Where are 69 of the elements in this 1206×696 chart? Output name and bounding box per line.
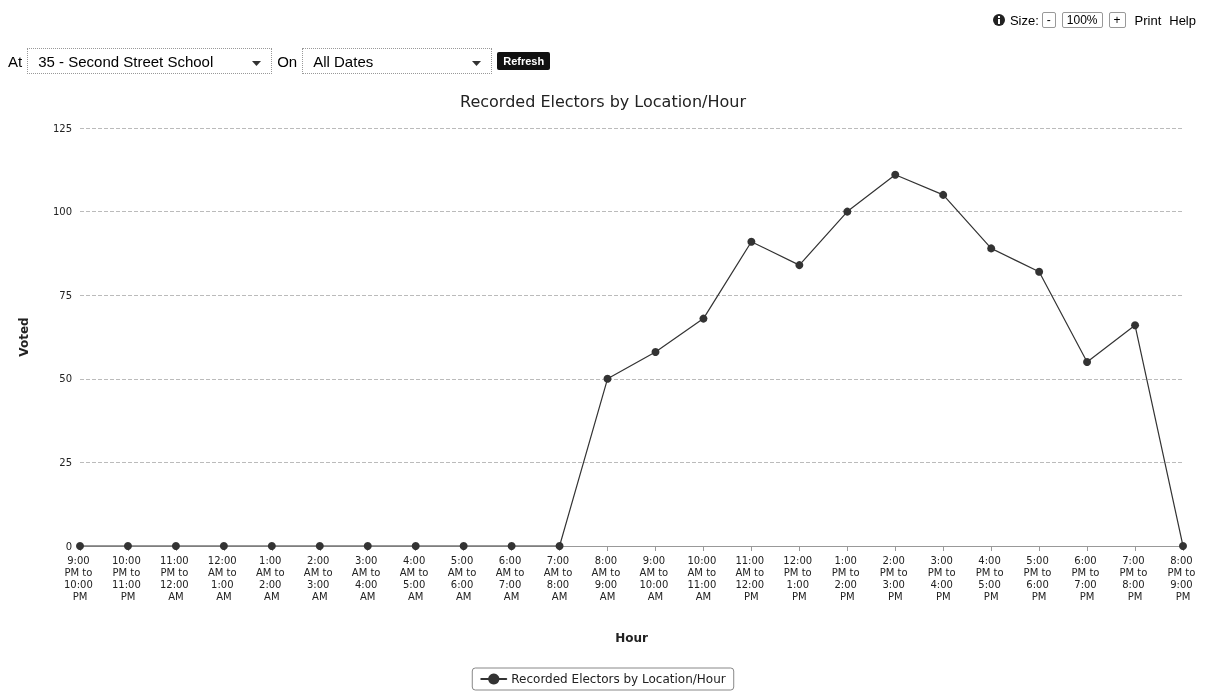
x-tick-label: 7:00 AM to 8:00 AM	[543, 554, 576, 602]
point	[843, 207, 852, 216]
x-tick-label: 3:00 AM to 4:00 AM	[351, 554, 384, 602]
point	[315, 542, 324, 550]
point	[123, 542, 132, 550]
point	[795, 261, 804, 270]
y-tick-label: 125	[52, 122, 72, 134]
y-tick-label: 75	[59, 289, 72, 301]
x-tick-label: 8:00 AM to 9:00 AM	[591, 554, 624, 602]
point	[891, 170, 900, 179]
x-tick-label: 9:00 PM to 10:00 PM	[64, 554, 96, 602]
text: Print	[1134, 12, 1162, 28]
x-tick-label: 11:00 PM to 12:00 AM	[159, 554, 192, 602]
text: At	[8, 52, 23, 70]
x-tick-label: 7:00 PM to 8:00 PM	[1119, 554, 1151, 602]
legend-label: Recorded Electors by Location/Hour	[511, 672, 726, 686]
y-tick-label: 0	[65, 540, 72, 552]
y-axis-title: Voted	[17, 317, 31, 357]
text: Help	[1169, 12, 1196, 28]
text: On	[277, 52, 298, 70]
x-tick-label: 10:00 PM to 11:00 PM	[111, 554, 144, 602]
point	[747, 237, 756, 246]
text: Size:	[1009, 12, 1039, 28]
point	[603, 374, 612, 383]
point	[219, 542, 228, 550]
point	[1131, 321, 1140, 330]
point	[411, 542, 420, 550]
x-tick-label: 1:00 PM to 2:00 PM	[831, 554, 863, 602]
point	[363, 542, 372, 550]
text: 35 - Second Street School	[27, 48, 273, 74]
chart-title: Recorded Electors by Location/Hour	[460, 91, 747, 111]
x-tick-label: 5:00 AM to 6:00 AM	[447, 554, 480, 602]
text: All Dates	[302, 48, 493, 74]
x-tick-label: 5:00 PM to 6:00 PM	[1023, 554, 1055, 602]
x-tick-label: 6:00 AM to 7:00 AM	[495, 554, 528, 602]
x-tick-label: 4:00 PM to 5:00 PM	[975, 554, 1007, 602]
y-tick-label: 100	[52, 206, 72, 218]
text: -	[1041, 12, 1056, 28]
x-tick-label: 11:00 AM to 12:00 PM	[735, 554, 768, 602]
x-tick-label: 2:00 PM to 3:00 PM	[879, 554, 911, 602]
point	[507, 542, 516, 550]
x-tick-label: 6:00 PM to 7:00 PM	[1071, 554, 1103, 602]
point	[76, 542, 84, 550]
text: 100%	[1061, 12, 1103, 28]
point	[699, 314, 708, 323]
x-tick-label: 1:00 AM to 2:00 AM	[255, 554, 288, 602]
text: +	[1108, 12, 1126, 28]
point	[939, 190, 948, 199]
x-tick-label: 2:00 AM to 3:00 AM	[303, 554, 336, 602]
x-tick-label: 3:00 PM to 4:00 PM	[927, 554, 959, 602]
point	[459, 542, 468, 550]
x-tick-label: 10:00 AM to 11:00 AM	[687, 554, 720, 602]
point	[171, 542, 180, 550]
x-tick-label: 4:00 AM to 5:00 AM	[399, 554, 432, 602]
point	[1035, 267, 1044, 276]
point	[987, 244, 996, 253]
y-tick-label: 50	[59, 373, 72, 385]
y-tick-label: 25	[59, 456, 72, 468]
x-tick-label: 9:00 AM to 10:00 AM	[639, 554, 672, 602]
x-tick-label: 12:00 PM to 1:00 PM	[783, 554, 816, 602]
point	[651, 348, 660, 357]
x-axis-title: Hour	[615, 631, 648, 645]
text: Refresh	[497, 52, 551, 70]
point	[1083, 358, 1092, 367]
x-tick-label: 8:00 PM to 9:00 PM	[1167, 554, 1199, 602]
point	[555, 542, 564, 550]
point	[267, 542, 276, 550]
x-tick-label: 12:00 AM to 1:00 AM	[207, 554, 240, 602]
point	[1179, 542, 1187, 550]
